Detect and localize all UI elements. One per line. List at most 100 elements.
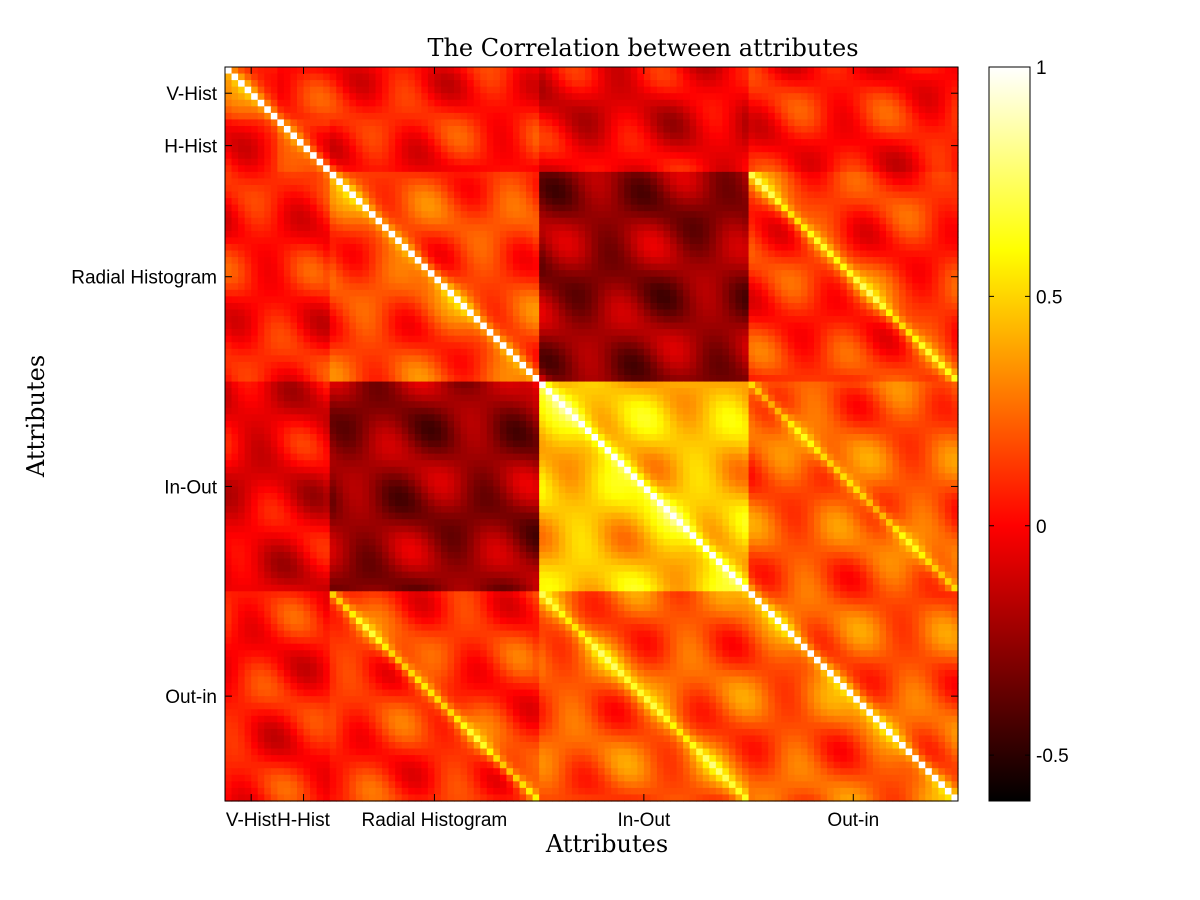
heatmap-cell bbox=[683, 250, 691, 258]
heatmap-cell bbox=[938, 283, 946, 291]
heatmap-cell bbox=[886, 67, 894, 75]
heatmap-cell bbox=[689, 178, 697, 186]
heatmap-cell bbox=[676, 132, 684, 140]
heatmap-cell bbox=[362, 86, 370, 94]
heatmap-cell bbox=[643, 250, 651, 258]
heatmap-cell bbox=[617, 191, 625, 199]
heatmap-cell bbox=[244, 309, 252, 317]
heatmap-cell bbox=[787, 198, 795, 206]
heatmap-cell bbox=[938, 165, 946, 173]
heatmap-cell bbox=[486, 132, 494, 140]
heatmap-cell bbox=[329, 348, 337, 356]
heatmap-cell bbox=[539, 355, 547, 363]
heatmap-cell bbox=[892, 145, 900, 153]
heatmap-cell bbox=[709, 335, 717, 343]
heatmap-cell bbox=[630, 204, 638, 212]
heatmap-cell bbox=[512, 316, 521, 324]
heatmap-cell bbox=[368, 355, 377, 363]
heatmap-cell bbox=[283, 224, 292, 232]
heatmap-cell bbox=[388, 178, 396, 186]
heatmap-cell bbox=[244, 119, 252, 127]
heatmap-cell bbox=[715, 257, 723, 265]
heatmap-cell bbox=[670, 152, 678, 160]
heatmap-cell bbox=[401, 165, 409, 173]
heatmap-cell bbox=[774, 348, 782, 356]
heatmap-cell bbox=[879, 132, 887, 140]
heatmap-cell bbox=[499, 73, 508, 81]
heatmap-cell bbox=[480, 322, 488, 330]
heatmap-cell bbox=[323, 348, 331, 356]
heatmap-cell bbox=[342, 184, 350, 193]
heatmap-cell bbox=[323, 230, 331, 238]
heatmap-cell bbox=[486, 276, 494, 284]
heatmap-cell bbox=[238, 125, 246, 134]
heatmap-cell bbox=[617, 355, 625, 363]
heatmap-cell bbox=[866, 237, 874, 245]
heatmap-cell bbox=[480, 158, 488, 166]
heatmap-cell bbox=[866, 302, 874, 311]
heatmap-cell bbox=[578, 86, 586, 94]
heatmap-cell bbox=[447, 165, 455, 173]
heatmap-cell bbox=[624, 243, 632, 252]
heatmap-cell bbox=[886, 86, 894, 94]
heatmap-cell bbox=[820, 165, 828, 173]
heatmap-cell bbox=[460, 250, 468, 258]
heatmap-cell bbox=[643, 283, 651, 291]
heatmap-cell bbox=[872, 73, 881, 81]
heatmap-cell bbox=[447, 289, 455, 297]
heatmap-cell bbox=[722, 178, 730, 186]
heatmap-cell bbox=[879, 329, 887, 337]
heatmap-cell bbox=[473, 158, 481, 166]
heatmap-cell bbox=[512, 178, 521, 186]
heatmap-cell bbox=[931, 198, 939, 206]
heatmap-cell bbox=[755, 217, 763, 225]
heatmap-cell bbox=[591, 302, 599, 311]
heatmap-cell bbox=[231, 270, 239, 278]
heatmap-cell bbox=[768, 302, 776, 311]
heatmap-cell bbox=[552, 191, 560, 199]
heatmap-cell bbox=[846, 224, 854, 232]
heatmap-cell bbox=[814, 145, 822, 153]
heatmap-cell bbox=[480, 250, 488, 258]
heatmap-cell bbox=[768, 191, 776, 199]
heatmap-cell bbox=[382, 355, 390, 363]
heatmap-cell bbox=[336, 171, 344, 180]
heatmap-cell bbox=[807, 302, 815, 311]
heatmap-cell bbox=[290, 335, 298, 343]
heatmap-cell bbox=[303, 171, 311, 180]
heatmap-cell bbox=[382, 67, 390, 75]
heatmap-cell bbox=[807, 329, 815, 337]
heatmap-cell bbox=[368, 67, 377, 75]
heatmap-cell bbox=[238, 309, 246, 317]
heatmap-cell bbox=[604, 99, 612, 107]
heatmap-cell bbox=[473, 80, 481, 88]
heatmap-cell bbox=[316, 355, 324, 363]
heatmap-cell bbox=[336, 119, 344, 127]
heatmap-cell bbox=[899, 198, 907, 206]
heatmap-cell bbox=[323, 171, 331, 180]
heatmap-cell bbox=[506, 191, 514, 199]
heatmap-cell bbox=[787, 204, 795, 212]
heatmap-cell bbox=[257, 86, 265, 94]
heatmap-cell bbox=[440, 322, 449, 330]
heatmap-cell bbox=[467, 86, 475, 94]
heatmap-cell bbox=[925, 276, 933, 284]
heatmap-cell bbox=[323, 211, 331, 219]
heatmap-cell bbox=[872, 119, 881, 127]
heatmap-cell bbox=[323, 106, 331, 114]
heatmap-cell bbox=[702, 165, 710, 173]
heatmap-cell bbox=[918, 263, 926, 271]
heatmap-cell bbox=[336, 184, 344, 193]
heatmap-cell bbox=[480, 198, 488, 206]
heatmap-cell bbox=[283, 296, 292, 304]
heatmap-cell bbox=[519, 171, 527, 180]
heatmap-cell bbox=[853, 224, 861, 232]
heatmap-cell bbox=[539, 348, 547, 356]
heatmap-cell bbox=[925, 263, 933, 271]
heatmap-cell bbox=[598, 184, 606, 193]
heatmap-cell bbox=[696, 112, 704, 121]
heatmap-cell bbox=[643, 99, 651, 107]
heatmap-cell bbox=[768, 335, 776, 343]
heatmap-cell bbox=[807, 316, 815, 324]
heatmap-cell bbox=[728, 296, 737, 304]
